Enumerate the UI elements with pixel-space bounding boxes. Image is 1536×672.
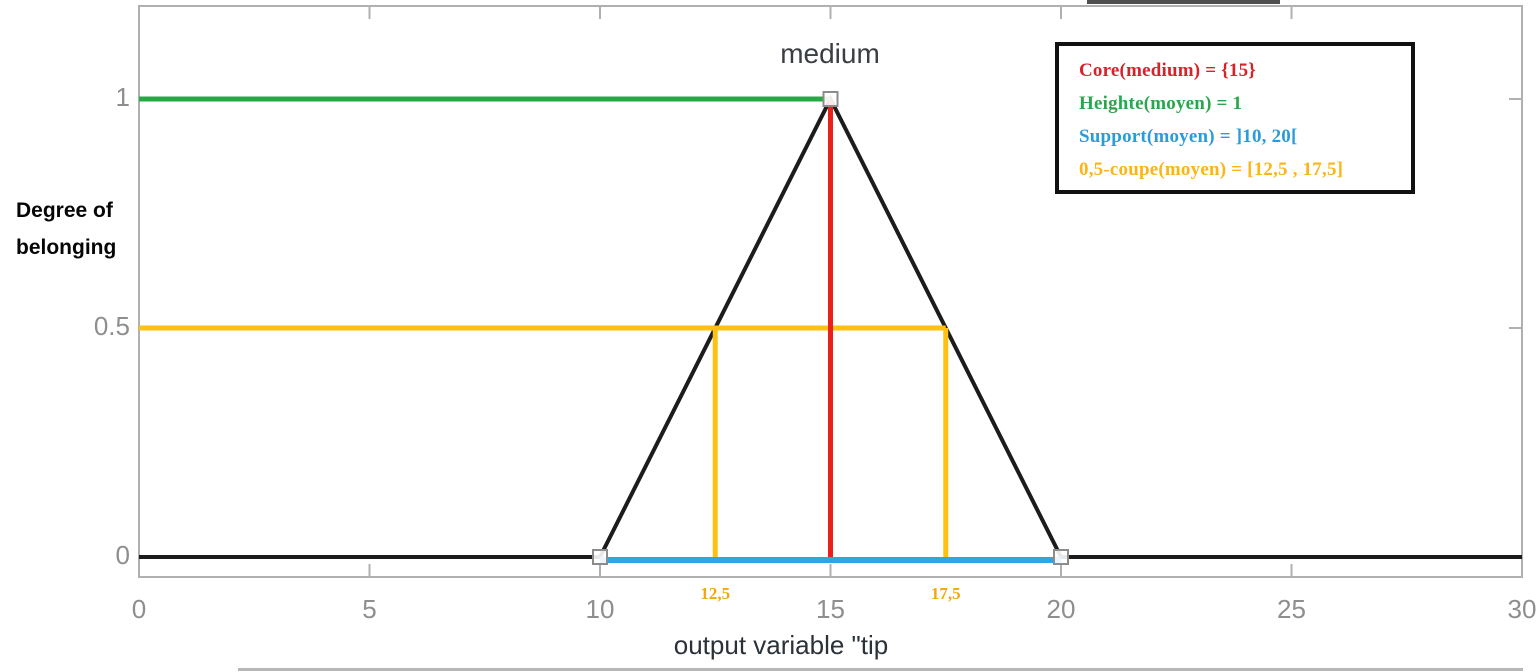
- x-axis-label: output variable "tip: [673, 630, 889, 660]
- vertex-marker: [592, 549, 608, 565]
- alpha-cut-left-label: 12,5: [700, 584, 731, 603]
- cropped-ui-artifact-bottom: [238, 668, 1523, 671]
- vertex-marker: [822, 91, 839, 107]
- y-tick-label: 0.5: [93, 311, 130, 341]
- y-axis-label-line2: belonging: [16, 236, 117, 259]
- y-axis-label: Degree of belonging: [16, 192, 116, 266]
- alpha-cut-right-label: 17,5: [930, 584, 961, 603]
- y-tick-label: 1: [115, 82, 130, 112]
- x-tick-label: 5: [362, 594, 377, 624]
- vertex-marker: [1053, 549, 1069, 565]
- x-tick-label: 0: [131, 594, 147, 624]
- legend-item-core: Core(medium) = {15}: [1079, 60, 1256, 81]
- x-tick-label: 15: [816, 594, 845, 624]
- x-tick-label: 30: [1507, 594, 1536, 624]
- y-tick-label: 0: [115, 540, 130, 570]
- x-tick-label: 25: [1277, 594, 1306, 624]
- legend-item-height: Heighte(moyen) = 1: [1079, 93, 1243, 114]
- y-axis-label-line1: Degree of: [16, 199, 113, 222]
- legend-item-support: Support(moyen) = ]10, 20[: [1079, 126, 1298, 147]
- x-tick-label: 20: [1046, 594, 1076, 624]
- legend-box: Core(medium) = {15} Heighte(moyen) = 1 S…: [1055, 42, 1415, 194]
- legend-item-alpha-cut: 0,5-coupe(moyen) = [12,5 , 17,5]: [1079, 159, 1344, 180]
- x-tick-label: 10: [585, 594, 615, 624]
- chart-title: medium: [780, 38, 880, 69]
- cropped-ui-artifact-top: [1087, 0, 1280, 4]
